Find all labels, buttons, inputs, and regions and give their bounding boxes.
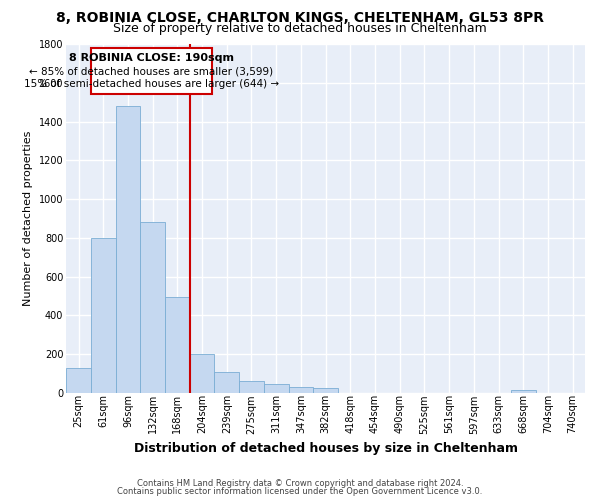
Text: 8 ROBINIA CLOSE: 190sqm: 8 ROBINIA CLOSE: 190sqm: [69, 53, 234, 63]
Text: 8, ROBINIA CLOSE, CHARLTON KINGS, CHELTENHAM, GL53 8PR: 8, ROBINIA CLOSE, CHARLTON KINGS, CHELTE…: [56, 11, 544, 25]
Text: Contains public sector information licensed under the Open Government Licence v3: Contains public sector information licen…: [118, 487, 482, 496]
Bar: [214, 372, 239, 393]
Bar: [190, 354, 214, 393]
Bar: [511, 390, 536, 393]
Y-axis label: Number of detached properties: Number of detached properties: [23, 130, 33, 306]
FancyBboxPatch shape: [91, 48, 212, 94]
Text: Contains HM Land Registry data © Crown copyright and database right 2024.: Contains HM Land Registry data © Crown c…: [137, 479, 463, 488]
Bar: [313, 388, 338, 393]
Bar: [140, 222, 165, 393]
Text: ← 85% of detached houses are smaller (3,599): ← 85% of detached houses are smaller (3,…: [29, 66, 274, 76]
Text: Size of property relative to detached houses in Cheltenham: Size of property relative to detached ho…: [113, 22, 487, 35]
Bar: [264, 384, 289, 393]
Bar: [116, 106, 140, 393]
Bar: [165, 297, 190, 393]
Text: 15% of semi-detached houses are larger (644) →: 15% of semi-detached houses are larger (…: [24, 79, 279, 89]
Bar: [289, 386, 313, 393]
Bar: [91, 238, 116, 393]
Bar: [66, 368, 91, 393]
Bar: [239, 381, 264, 393]
X-axis label: Distribution of detached houses by size in Cheltenham: Distribution of detached houses by size …: [134, 442, 518, 455]
